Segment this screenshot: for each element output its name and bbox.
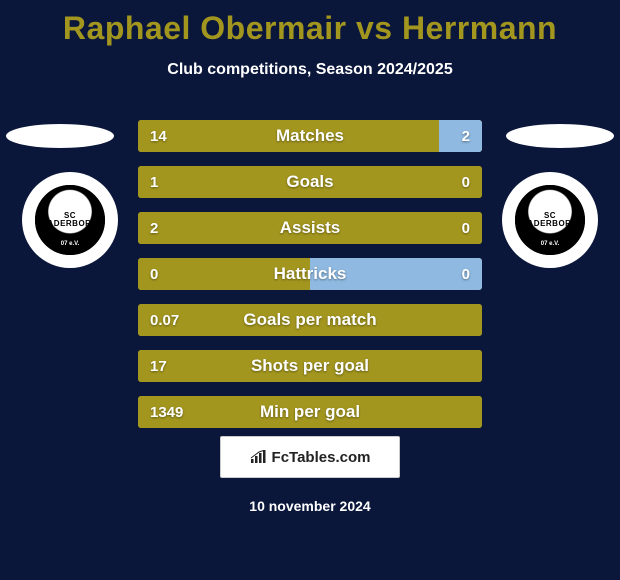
badge-inner-left: SC PADERBORN 07 e.V. xyxy=(35,185,105,255)
stat-row: 0Hattricks0 xyxy=(138,258,482,290)
stat-label: Hattricks xyxy=(138,264,482,284)
stat-value-right: 0 xyxy=(462,220,470,237)
right-team-badge: SC PADERBORN 07 e.V. xyxy=(502,172,598,268)
footer-text: FcTables.com xyxy=(272,449,371,466)
date-line: 10 november 2024 xyxy=(0,498,620,514)
chart-icon xyxy=(250,450,268,464)
player1-name: Raphael Obermair xyxy=(63,10,347,46)
badge-line1: SC xyxy=(64,212,76,220)
badge-line2: PADERBORN xyxy=(42,220,97,228)
stat-label: Min per goal xyxy=(138,402,482,422)
stat-value-right: 0 xyxy=(462,266,470,283)
stat-value-right: 2 xyxy=(462,128,470,145)
badge-line2-r: PADERBORN xyxy=(522,220,577,228)
title: Raphael Obermair vs Herrmann xyxy=(0,0,620,47)
stat-label: Goals xyxy=(138,172,482,192)
left-team-ellipse xyxy=(6,124,114,148)
badge-sub: 07 e.V. xyxy=(61,241,79,247)
stat-bars: 14Matches21Goals02Assists00Hattricks00.0… xyxy=(138,120,482,442)
stat-row: 14Matches2 xyxy=(138,120,482,152)
stat-row: 2Assists0 xyxy=(138,212,482,244)
stat-label: Matches xyxy=(138,126,482,146)
vs-text: vs xyxy=(356,10,393,46)
footer-attribution: FcTables.com xyxy=(220,436,400,478)
stat-row: 0.07Goals per match xyxy=(138,304,482,336)
stat-row: 1349Min per goal xyxy=(138,396,482,428)
badge-inner-right: SC PADERBORN 07 e.V. xyxy=(515,185,585,255)
badge-line1-r: SC xyxy=(544,212,556,220)
comparison-infographic: Raphael Obermair vs Herrmann Club compet… xyxy=(0,0,620,580)
stat-value-right: 0 xyxy=(462,174,470,191)
badge-sub-r: 07 e.V. xyxy=(541,241,559,247)
stat-row: 1Goals0 xyxy=(138,166,482,198)
stat-row: 17Shots per goal xyxy=(138,350,482,382)
player2-name: Herrmann xyxy=(402,10,557,46)
stat-label: Assists xyxy=(138,218,482,238)
stat-label: Shots per goal xyxy=(138,356,482,376)
subtitle: Club competitions, Season 2024/2025 xyxy=(0,61,620,79)
left-team-badge: SC PADERBORN 07 e.V. xyxy=(22,172,118,268)
stat-label: Goals per match xyxy=(138,310,482,330)
right-team-ellipse xyxy=(506,124,614,148)
